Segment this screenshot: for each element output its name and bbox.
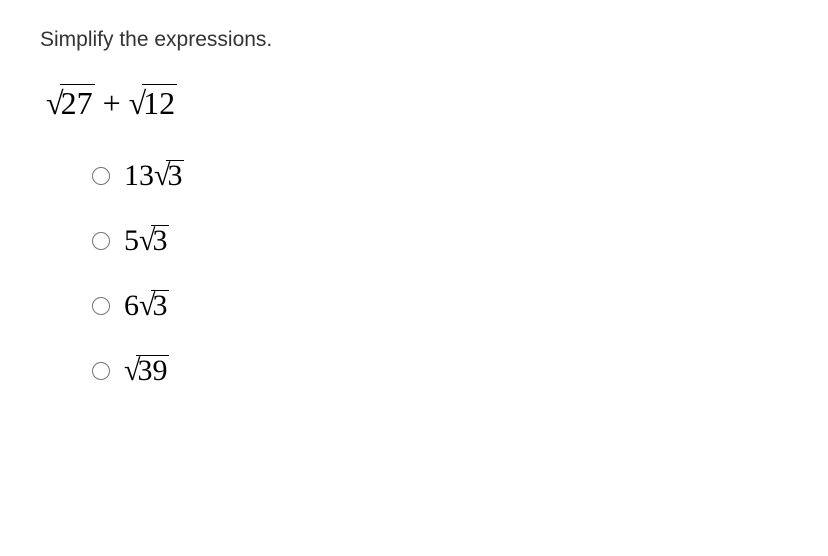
option-radio-4[interactable] — [92, 362, 110, 380]
radical-icon: √ — [129, 85, 147, 121]
option-label-1: 13√3 — [124, 160, 184, 191]
radical-icon: √ — [139, 289, 155, 322]
radical-icon: √ — [46, 85, 64, 121]
question-container: Simplify the expressions. √27 + √12 13√3… — [0, 0, 828, 448]
option-sqrt: √3 — [154, 160, 184, 191]
option-radio-3[interactable] — [92, 297, 110, 315]
plus-sign: + — [95, 85, 129, 121]
radical-icon: √ — [124, 354, 140, 387]
options-list: 13√3 5√3 6√3 √39 — [92, 160, 788, 386]
option-row: 6√3 — [92, 290, 788, 321]
option-sqrt: √3 — [139, 225, 169, 256]
radical-icon: √ — [154, 159, 170, 192]
option-label-2: 5√3 — [124, 225, 169, 256]
option-row: 5√3 — [92, 225, 788, 256]
sqrt-term-2: √12 — [129, 84, 178, 122]
option-coef: 13 — [124, 159, 154, 192]
question-expression: √27 + √12 — [46, 84, 788, 122]
option-radicand: 39 — [136, 355, 169, 386]
radical-icon: √ — [139, 224, 155, 257]
option-coef: 6 — [124, 289, 139, 322]
option-radio-1[interactable] — [92, 167, 110, 185]
option-row: √39 — [92, 355, 788, 386]
option-sqrt: √3 — [139, 290, 169, 321]
sqrt-term-1: √27 — [46, 84, 95, 122]
radicand-1: 27 — [60, 84, 95, 122]
option-coef: 5 — [124, 224, 139, 257]
question-prompt: Simplify the expressions. — [40, 28, 788, 52]
radicand-2: 12 — [142, 84, 177, 122]
option-row: 13√3 — [92, 160, 788, 191]
option-label-3: 6√3 — [124, 290, 169, 321]
option-sqrt: √39 — [124, 355, 169, 386]
option-radio-2[interactable] — [92, 232, 110, 250]
option-label-4: √39 — [124, 355, 169, 386]
